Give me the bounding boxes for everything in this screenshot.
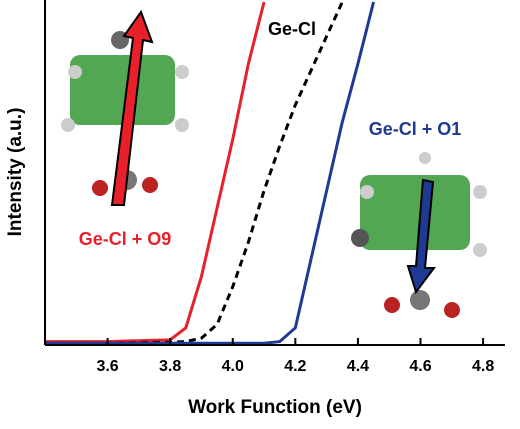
x-tick-label: 3.8 bbox=[159, 358, 181, 375]
molecule-o9 bbox=[61, 9, 189, 206]
plot-area bbox=[45, 1, 376, 345]
x-tick-label: 4.2 bbox=[284, 358, 306, 375]
x-tick-label: 4.0 bbox=[222, 358, 244, 375]
series-label: Ge-Cl + O9 bbox=[79, 229, 172, 249]
x-tick-label: 4.8 bbox=[472, 358, 494, 375]
series-label: Ge-Cl + O1 bbox=[369, 119, 462, 139]
molecule-o1 bbox=[351, 152, 487, 318]
series-line bbox=[45, 1, 344, 345]
series-label: Ge-Cl bbox=[268, 19, 316, 39]
series-line bbox=[45, 1, 266, 344]
x-axis-label: Work Function (eV) bbox=[188, 397, 362, 418]
x-tick-label: 3.6 bbox=[96, 358, 118, 375]
x-tick-label: 4.4 bbox=[347, 358, 369, 375]
y-axis-label: Intensity (a.u.) bbox=[5, 108, 26, 237]
x-tick-label: 4.6 bbox=[409, 358, 431, 375]
series-line bbox=[45, 1, 376, 345]
